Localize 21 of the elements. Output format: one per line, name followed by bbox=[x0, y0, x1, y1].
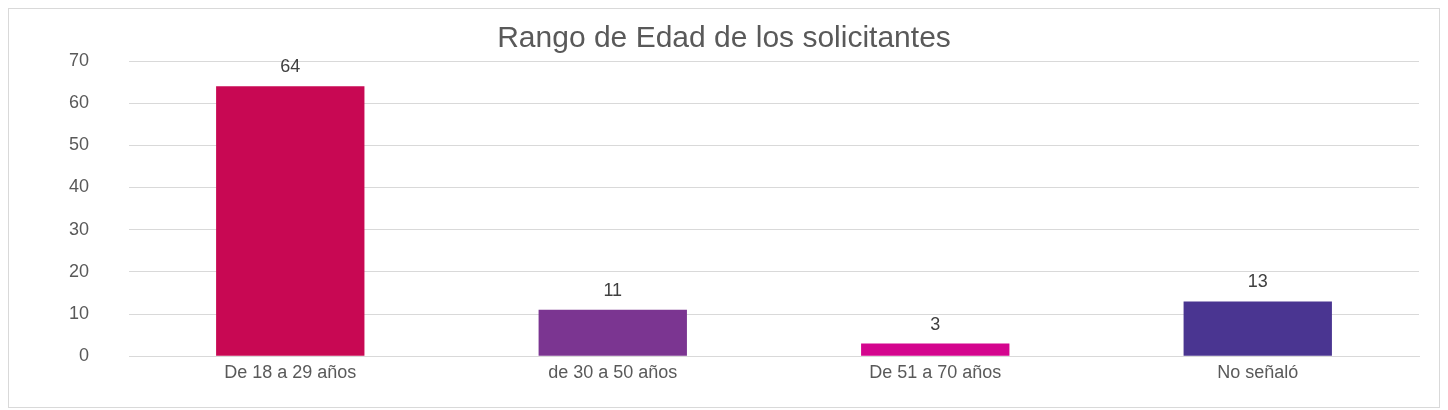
x-tick-label: de 30 a 50 años bbox=[548, 361, 678, 382]
data-label: 64 bbox=[280, 56, 301, 77]
y-tick-label: 20 bbox=[68, 260, 90, 281]
x-tick-label: De 18 a 29 años bbox=[224, 361, 357, 382]
bar bbox=[861, 343, 1010, 356]
chart-title: Rango de Edad de los solicitantes bbox=[497, 20, 951, 54]
x-tick-label: No señaló bbox=[1217, 361, 1299, 382]
bar bbox=[216, 86, 365, 356]
y-tick-label: 40 bbox=[68, 176, 90, 197]
data-label: 11 bbox=[603, 279, 623, 300]
bar bbox=[1183, 301, 1332, 356]
data-label: 13 bbox=[1247, 271, 1268, 292]
y-tick-label: 60 bbox=[68, 92, 90, 113]
y-tick-label: 0 bbox=[79, 345, 90, 366]
x-tick-label: De 51 a 70 años bbox=[869, 361, 1002, 382]
data-label: 3 bbox=[930, 313, 941, 334]
bar bbox=[538, 309, 687, 356]
y-tick-label: 10 bbox=[68, 303, 90, 323]
y-tick-label: 50 bbox=[68, 134, 90, 155]
y-tick-label: 30 bbox=[68, 218, 90, 239]
y-tick-label: 70 bbox=[68, 49, 90, 70]
